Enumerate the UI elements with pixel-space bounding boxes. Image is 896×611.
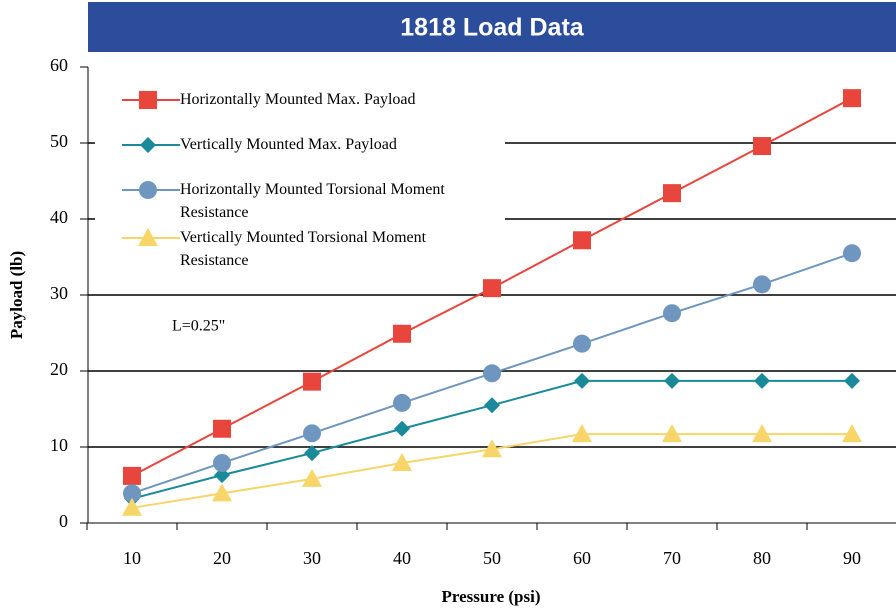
marker	[664, 372, 680, 389]
x-tick-label: 90	[843, 548, 861, 568]
marker	[663, 304, 681, 323]
marker	[214, 467, 230, 484]
marker	[753, 275, 771, 294]
y-tick-label: 10	[50, 435, 68, 455]
marker	[392, 452, 412, 471]
marker	[754, 372, 770, 389]
y-tick-label: 0	[59, 511, 68, 531]
marker	[662, 424, 682, 443]
marker	[213, 453, 231, 472]
legend-label: Vertically Mounted Torsional Moment Resi…	[180, 229, 427, 269]
marker	[572, 424, 592, 443]
marker	[842, 424, 862, 443]
x-tick-label: 30	[303, 548, 321, 568]
annotation: L=0.25"	[172, 318, 225, 335]
legend-box	[95, 75, 505, 275]
y-tick-label: 30	[50, 283, 68, 303]
marker	[574, 372, 590, 389]
y-tick-label: 20	[50, 359, 68, 379]
marker	[140, 137, 156, 153]
x-tick-label: 50	[483, 548, 501, 568]
title-banner	[88, 2, 896, 52]
y-tick-label: 50	[50, 131, 68, 151]
marker	[484, 397, 500, 414]
marker	[843, 244, 861, 263]
x-tick-label: 20	[213, 548, 231, 568]
marker	[123, 484, 141, 503]
marker	[482, 439, 502, 458]
marker	[663, 184, 681, 203]
marker	[212, 483, 232, 502]
x-tick-label: 80	[753, 548, 771, 568]
marker	[753, 137, 771, 156]
marker	[303, 424, 321, 443]
marker	[213, 419, 231, 438]
x-tick-label: 40	[393, 548, 411, 568]
x-tick-label: 60	[573, 548, 591, 568]
x-axis-label: Pressure (psi)	[441, 587, 540, 606]
marker	[304, 445, 320, 462]
marker	[122, 497, 142, 516]
x-tick-label: 10	[123, 548, 141, 568]
marker	[394, 420, 410, 437]
marker	[843, 89, 861, 108]
y-tick-label: 60	[50, 55, 68, 75]
marker	[573, 334, 591, 353]
y-tick-label: 40	[50, 207, 68, 227]
marker	[302, 468, 322, 487]
marker	[483, 364, 501, 383]
marker	[844, 372, 860, 389]
marker	[303, 372, 321, 391]
chart-title: 1818 Load Data	[400, 14, 585, 42]
marker	[123, 466, 141, 485]
marker	[138, 228, 158, 246]
marker	[139, 181, 157, 199]
marker	[752, 424, 772, 443]
legend-label: Horizontally Mounted Max. Payload	[180, 91, 416, 108]
marker	[393, 393, 411, 412]
legend-label: Vertically Mounted Max. Payload	[180, 136, 397, 153]
legend-label: Horizontally Mounted Torsional Moment Re…	[180, 181, 445, 221]
marker	[139, 91, 157, 109]
marker	[483, 279, 501, 298]
marker	[573, 231, 591, 250]
marker	[393, 324, 411, 343]
x-tick-label: 70	[663, 548, 681, 568]
y-axis-label: Payload (lb)	[7, 251, 26, 339]
